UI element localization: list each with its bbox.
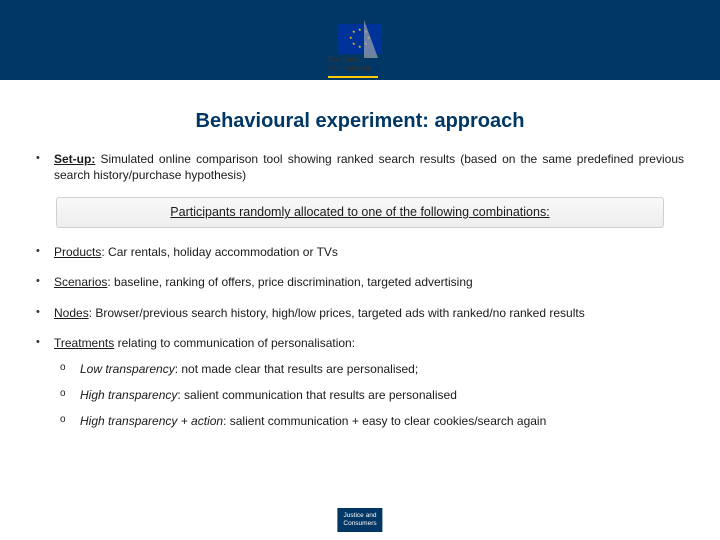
high-text: : salient communication that results are… [177,388,456,402]
sub-bullet-marker: o [60,413,80,429]
slide-content: • Set-up: Simulated online comparison to… [0,151,720,430]
products-text: : Car rentals, holiday accommodation or … [101,245,338,259]
high-action-label: High transparency + action [80,414,223,428]
treatments-text: relating to communication of personalisa… [114,336,355,350]
highlight-text: Participants randomly allocated to one o… [170,205,549,219]
treatments-label: Treatments [54,336,114,350]
setup-text: Simulated online comparison tool showing… [54,152,684,182]
bullet-marker: • [36,335,54,351]
bullet-nodes: • Nodes: Browser/previous search history… [36,305,684,321]
high-label: High transparency [80,388,177,402]
building-icon [364,20,390,58]
sub-bullet-low: o Low transparency: not made clear that … [60,361,684,377]
nodes-text: : Browser/previous search history, high/… [89,306,585,320]
highlight-box: Participants randomly allocated to one o… [56,197,664,228]
bullet-setup: • Set-up: Simulated online comparison to… [36,151,684,183]
bullet-treatments: • Treatments relating to communication o… [36,335,684,351]
low-label: Low transparency [80,362,175,376]
nodes-label: Nodes [54,306,89,320]
footer-line1: Justice and [343,512,376,520]
slide-title: Behavioural experiment: approach [0,110,720,133]
products-label: Products [54,245,101,259]
setup-label: Set-up: [54,152,95,166]
sub-bullet-high-action: o High transparency + action: salient co… [60,413,684,429]
ec-logo: ★ ★ ★ ★ ★ ★ ★ ★ European Commission [320,24,400,100]
high-action-text: : salient communication + easy to clear … [223,414,546,428]
low-text: : not made clear that results are person… [175,362,418,376]
bullet-scenarios: • Scenarios: baseline, ranking of offers… [36,274,684,290]
bullet-marker: • [36,244,54,260]
bullet-marker: • [36,305,54,321]
footer-line2: Consumers [343,520,376,528]
footer-badge: Justice and Consumers [337,508,382,532]
bullet-marker: • [36,274,54,290]
bullet-marker: • [36,151,54,183]
bullet-products: • Products: Car rentals, holiday accommo… [36,244,684,260]
sub-bullet-marker: o [60,361,80,377]
scenarios-label: Scenarios [54,275,107,289]
scenarios-text: : baseline, ranking of offers, price dis… [107,275,472,289]
sub-bullet-high: o High transparency: salient communicati… [60,387,684,403]
logo-text: European Commission [320,56,400,74]
sub-bullet-marker: o [60,387,80,403]
logo-underline [328,76,378,78]
